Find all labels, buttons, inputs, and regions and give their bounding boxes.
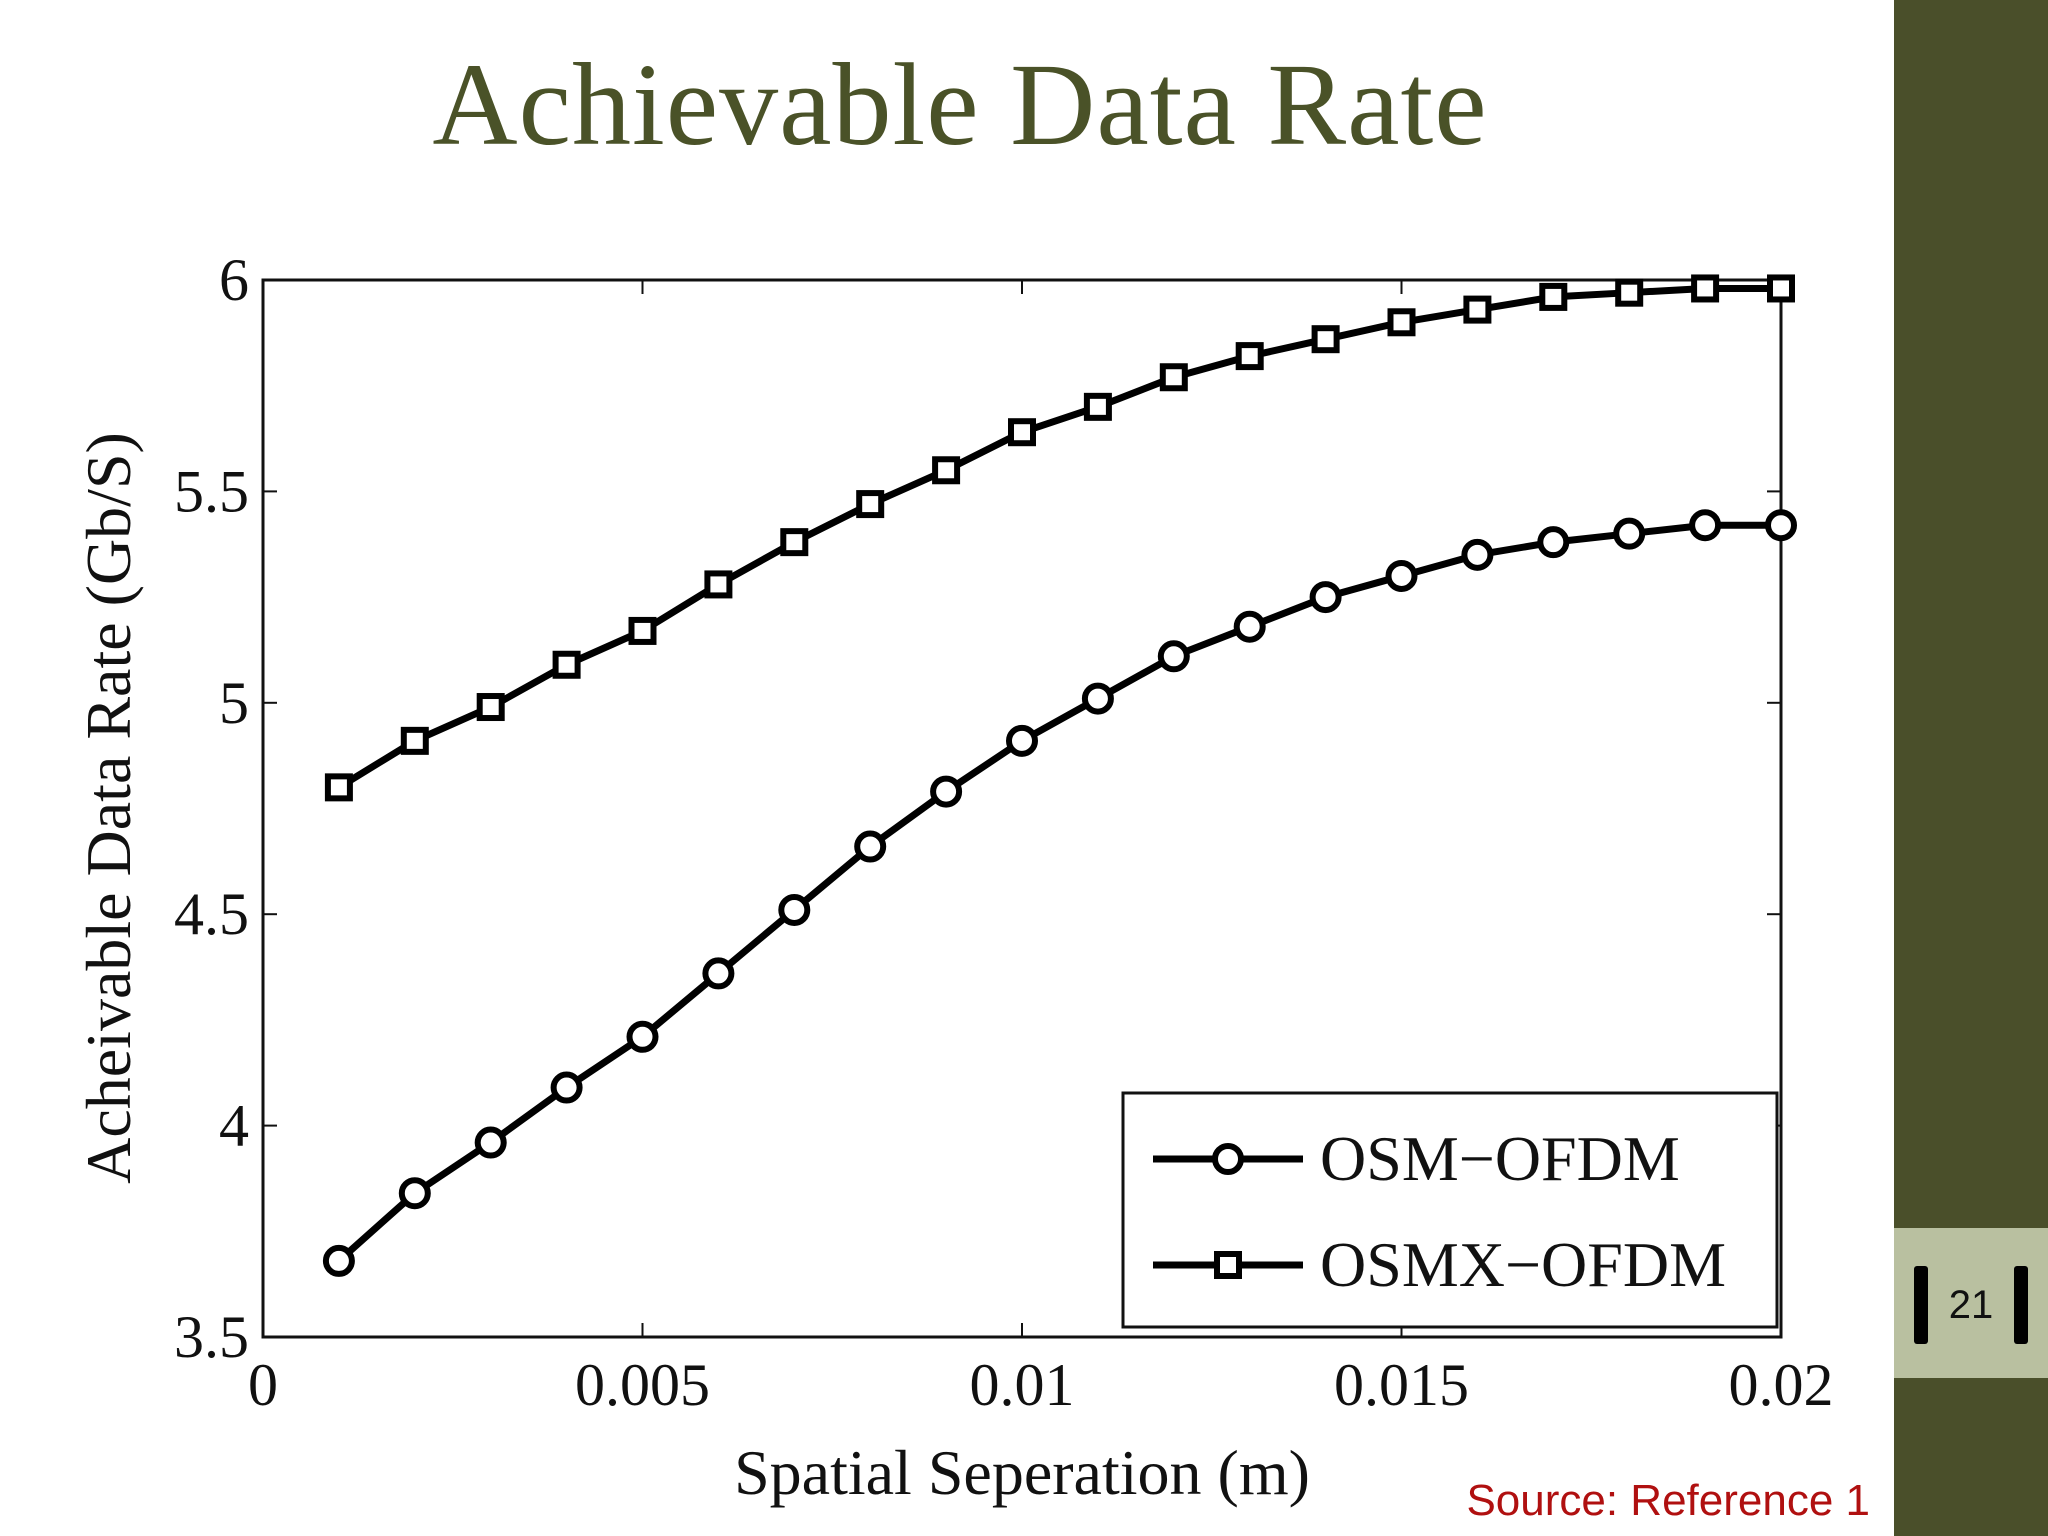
point-osmx-ofdm — [1311, 325, 1340, 354]
point-osm-ofdm — [322, 1244, 355, 1277]
point-osm-ofdm — [474, 1126, 507, 1159]
point-osm-ofdm — [1537, 526, 1570, 559]
y-tick-label: 4.5 — [174, 881, 249, 947]
point-osmx-ofdm — [324, 773, 353, 802]
page-bracket-left — [1914, 1266, 1928, 1344]
point-osmx-ofdm — [1387, 308, 1416, 337]
slide-title: Achievable Data Rate — [432, 39, 1488, 170]
source-note: Source: Reference 1 — [1466, 1476, 1870, 1525]
legend-label-osmx-ofdm: OSMX−OFDM — [1320, 1229, 1726, 1300]
point-osmx-ofdm — [1159, 363, 1188, 392]
point-osm-ofdm — [1081, 682, 1114, 715]
point-osmx-ofdm — [400, 726, 429, 755]
y-tick-labels: 3.5 4 4.5 5 5.5 6 — [174, 247, 249, 1370]
data-rate-chart: 0 0.005 0.01 0.015 0.02 3.5 4 4.5 5 5.5 6 Spatial… — [73, 247, 1834, 1508]
y-axis-label: Acheivable Data Rate (Gb/S) — [73, 432, 144, 1184]
point-osmx-ofdm — [1615, 278, 1644, 307]
x-axis-label: Spatial Seperation (m) — [734, 1437, 1310, 1508]
point-osm-ofdm — [778, 893, 811, 926]
legend-marker-osmx-ofdm — [1214, 1251, 1242, 1279]
point-osmx-ofdm — [628, 616, 657, 645]
point-osm-ofdm — [1385, 559, 1418, 592]
page-bracket-right — [2014, 1266, 2028, 1344]
point-osmx-ofdm — [476, 693, 505, 722]
point-osmx-ofdm — [1691, 274, 1720, 303]
legend-box — [1121, 1091, 1779, 1329]
x-tick-label: 0.015 — [1334, 1352, 1469, 1418]
point-osmx-ofdm — [856, 490, 885, 519]
y-tick-label: 5 — [219, 670, 249, 736]
point-osmx-ofdm — [1235, 342, 1264, 371]
point-osm-ofdm — [1309, 581, 1342, 614]
point-osm-ofdm — [1613, 517, 1646, 550]
legend-label-osm-ofdm: OSM−OFDM — [1320, 1123, 1680, 1194]
point-osm-ofdm — [550, 1071, 583, 1104]
point-osmx-ofdm — [1767, 274, 1795, 303]
point-osm-ofdm — [854, 830, 887, 863]
x-tick-label: 0.005 — [575, 1352, 710, 1418]
point-osm-ofdm — [1689, 509, 1722, 542]
point-osmx-ofdm — [1008, 418, 1036, 447]
point-osmx-ofdm — [1539, 282, 1568, 311]
point-osm-ofdm — [1006, 724, 1038, 757]
x-tick-label: 0.01 — [970, 1352, 1075, 1418]
point-osm-ofdm — [1157, 640, 1190, 673]
legend: OSM−OFDM OSMX−OFDM — [1121, 1091, 1779, 1329]
point-osm-ofdm — [1233, 610, 1266, 643]
y-tick-label: 5.5 — [174, 458, 249, 524]
point-osm-ofdm — [930, 775, 963, 808]
point-osmx-ofdm — [552, 650, 581, 679]
point-osm-ofdm — [1765, 509, 1797, 542]
point-osmx-ofdm — [932, 456, 961, 485]
x-tick-label: 0 — [248, 1352, 278, 1418]
point-osmx-ofdm — [780, 528, 809, 557]
point-osm-ofdm — [1461, 538, 1494, 571]
x-tick-labels: 0 0.005 0.01 0.015 0.02 — [248, 1352, 1834, 1418]
point-osmx-ofdm — [704, 570, 733, 599]
page-number: 21 — [1948, 1282, 1994, 1327]
series-layer — [322, 274, 1797, 1277]
point-osm-ofdm — [626, 1020, 659, 1053]
point-osmx-ofdm — [1463, 295, 1492, 324]
y-tick-label: 4 — [219, 1093, 249, 1159]
point-osmx-ofdm — [1083, 392, 1112, 421]
point-osm-ofdm — [702, 957, 735, 990]
point-osm-ofdm — [398, 1177, 431, 1210]
y-tick-label: 6 — [219, 247, 249, 313]
y-tick-label: 3.5 — [174, 1304, 249, 1370]
x-tick-label: 0.02 — [1729, 1352, 1834, 1418]
legend-marker-osm-ofdm — [1212, 1143, 1244, 1175]
